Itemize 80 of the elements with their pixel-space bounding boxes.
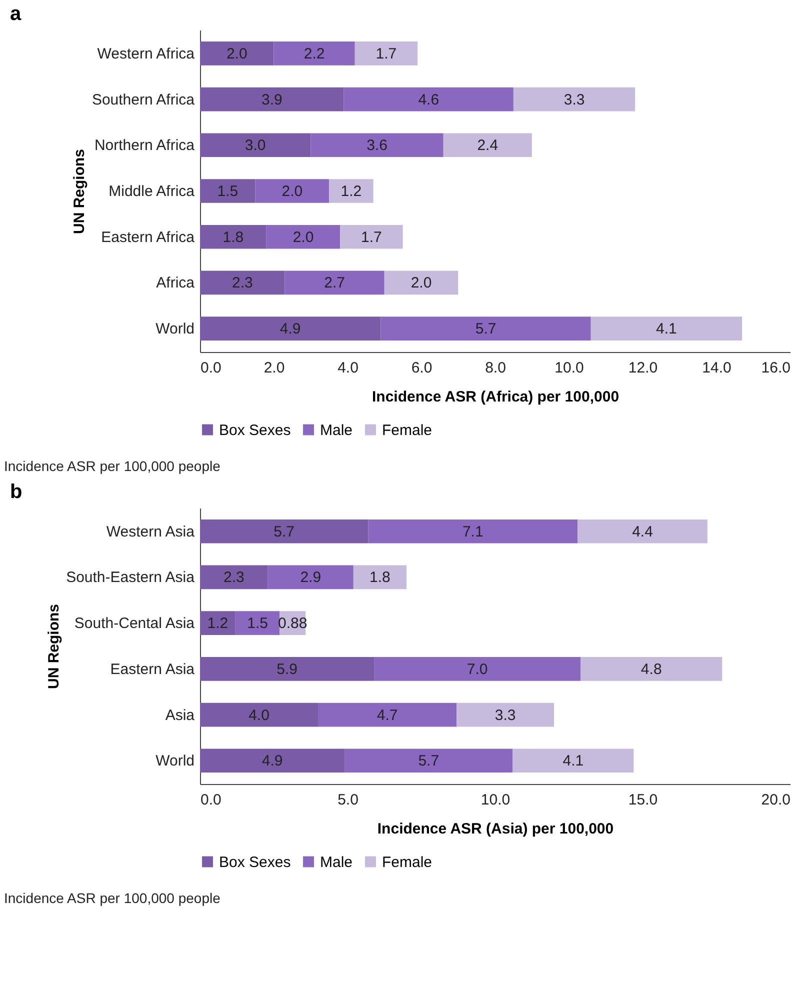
x-tick-label: 10.0 bbox=[480, 792, 510, 808]
y-tick-label: Middle Africa bbox=[108, 183, 196, 200]
data-label: 4.9 bbox=[280, 320, 301, 338]
y-tick-label: Eastern Asia bbox=[110, 660, 196, 678]
data-label: 2.0 bbox=[410, 274, 432, 292]
data-label: 4.8 bbox=[640, 660, 662, 678]
data-label: 3.6 bbox=[366, 137, 388, 154]
data-label: 4.0 bbox=[248, 706, 270, 724]
data-label: 1.7 bbox=[376, 45, 397, 62]
data-label: 2.7 bbox=[324, 274, 346, 292]
data-label: 4.7 bbox=[376, 706, 398, 724]
data-label: 4.6 bbox=[418, 91, 440, 108]
data-label: 3.3 bbox=[494, 706, 516, 724]
data-label: 1.7 bbox=[361, 228, 382, 246]
y-tick-label: South-Cental Asia bbox=[74, 615, 196, 632]
data-label: 2.3 bbox=[223, 569, 244, 586]
data-label: 1.8 bbox=[370, 569, 390, 586]
x-tick-label: 10.0 bbox=[554, 360, 584, 376]
legend-label: Box Sexes bbox=[219, 422, 291, 439]
data-label: 3.0 bbox=[244, 137, 266, 154]
data-label: 2.3 bbox=[232, 274, 253, 292]
data-label: 7.1 bbox=[462, 523, 484, 540]
data-label: 2.0 bbox=[226, 45, 248, 62]
x-tick-label: 16.0 bbox=[761, 360, 790, 376]
text: a bbox=[10, 3, 22, 25]
x-tick-label: 4.0 bbox=[338, 360, 358, 376]
y-axis-title: UN Regions bbox=[45, 604, 62, 690]
text: b bbox=[10, 481, 22, 503]
x-axis-title: Incidence ASR (Asia) per 100,000 bbox=[377, 820, 614, 838]
text: Incidence ASR per 100,000 people bbox=[4, 458, 222, 474]
data-label: 1.8 bbox=[222, 228, 244, 246]
x-tick-label: 8.0 bbox=[485, 360, 506, 376]
data-label: 1.2 bbox=[340, 183, 362, 200]
y-tick-label: South-Eastern Asia bbox=[66, 569, 196, 586]
x-axis-title: Incidence ASR (Africa) per 100,000 bbox=[372, 388, 620, 406]
data-label: 1.5 bbox=[247, 615, 268, 632]
x-tick-label: 20.0 bbox=[761, 792, 790, 808]
data-label: 5.7 bbox=[274, 523, 295, 540]
data-label: 1.5 bbox=[217, 183, 238, 200]
data-label: 2.4 bbox=[477, 137, 498, 154]
data-label: 4.4 bbox=[632, 523, 653, 540]
data-label: 2.0 bbox=[282, 183, 303, 200]
y-tick-label: World bbox=[156, 752, 194, 770]
y-tick-label: Africa bbox=[156, 274, 196, 292]
data-label: 1.2 bbox=[207, 615, 228, 632]
data-label: 0.88 bbox=[278, 615, 308, 632]
y-axis-title: UN Regions bbox=[71, 148, 88, 234]
y-tick-label: Northern Africa bbox=[94, 137, 196, 154]
legend-label: Female bbox=[382, 854, 432, 871]
y-tick-label: Western Africa bbox=[97, 45, 196, 62]
data-label: 7.0 bbox=[466, 660, 488, 678]
data-label: 4.1 bbox=[656, 320, 677, 338]
x-tick-label: 0.0 bbox=[200, 792, 222, 808]
data-label: 5.7 bbox=[475, 320, 496, 338]
legend-label: Female bbox=[382, 422, 432, 439]
y-tick-label: Eastern Africa bbox=[101, 228, 196, 246]
y-tick-label: Southern Africa bbox=[92, 91, 196, 108]
x-tick-label: 0.0 bbox=[200, 360, 222, 376]
data-label: 5.9 bbox=[276, 660, 298, 678]
data-label: 2.0 bbox=[292, 228, 314, 246]
x-tick-label: 5.0 bbox=[338, 792, 358, 808]
x-tick-label: 6.0 bbox=[411, 360, 432, 376]
y-tick-label: Western Asia bbox=[106, 523, 196, 540]
data-label: 4.1 bbox=[562, 752, 584, 770]
x-tick-label: 2.0 bbox=[264, 360, 285, 376]
data-label: 2.9 bbox=[300, 569, 322, 586]
legend-label: Box Sexes bbox=[219, 854, 291, 871]
data-label: 4.9 bbox=[262, 752, 283, 770]
data-label: 3.3 bbox=[564, 91, 585, 108]
text: Incidence ASR per 100,000 people bbox=[4, 890, 222, 906]
data-label: 3.9 bbox=[261, 91, 282, 108]
y-tick-label: World bbox=[156, 320, 194, 338]
x-tick-label: 15.0 bbox=[628, 792, 658, 808]
legend-label: Male bbox=[320, 422, 353, 439]
legend-label: Male bbox=[320, 854, 353, 871]
y-tick-label: Asia bbox=[165, 706, 196, 724]
x-tick-label: 12.0 bbox=[628, 360, 658, 376]
x-tick-label: 14.0 bbox=[702, 360, 732, 376]
data-label: 5.7 bbox=[418, 752, 440, 770]
data-label: 2.2 bbox=[304, 45, 325, 62]
